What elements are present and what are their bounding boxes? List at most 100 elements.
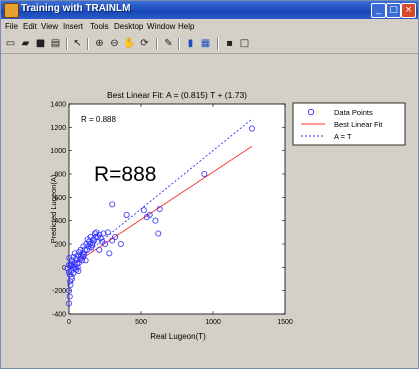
y-tick-label: -400 bbox=[52, 312, 66, 319]
data-point bbox=[68, 273, 75, 280]
data-point bbox=[201, 171, 208, 178]
data-point bbox=[156, 205, 163, 212]
legend-marker-data-points bbox=[307, 108, 315, 116]
minimize-button[interactable]: _ bbox=[371, 3, 386, 18]
menu-file[interactable]: File bbox=[5, 22, 18, 31]
data-point bbox=[93, 229, 100, 236]
y-tick-label: 1200 bbox=[50, 125, 66, 132]
menu-desktop[interactable]: Desktop bbox=[114, 22, 144, 31]
y-tick-label: 1000 bbox=[50, 148, 66, 155]
data-point bbox=[112, 233, 119, 240]
toolbar-separator bbox=[178, 38, 180, 50]
legend-label-best-fit: Best Linear Fit bbox=[334, 120, 383, 129]
data-point bbox=[64, 265, 71, 272]
hide-plot-tools-icon[interactable]: ▪ bbox=[226, 38, 233, 49]
colorbar-icon[interactable]: ▮ bbox=[187, 38, 194, 49]
data-point bbox=[76, 256, 83, 263]
x-tick-label: 1500 bbox=[277, 319, 293, 326]
data-point bbox=[70, 253, 77, 260]
save-icon[interactable]: ■ bbox=[35, 38, 46, 49]
figure-area: Best Linear Fit: A = (0.815) T + (1.73) … bbox=[7, 56, 412, 362]
x-tick-label: 0 bbox=[67, 319, 71, 326]
data-point bbox=[155, 230, 162, 237]
legend-icon[interactable]: ▦ bbox=[200, 38, 211, 49]
pan-icon[interactable]: ✋ bbox=[123, 38, 136, 49]
data-point bbox=[72, 264, 79, 271]
window-title: Training with TRAINLM bbox=[21, 3, 131, 14]
data-point bbox=[96, 246, 103, 253]
zoom-out-icon[interactable]: ⊖ bbox=[110, 38, 119, 49]
rotate-icon[interactable]: ⟳ bbox=[140, 38, 149, 49]
data-point bbox=[109, 201, 116, 208]
data-point bbox=[123, 211, 130, 218]
pointer-icon[interactable]: ↖ bbox=[73, 38, 82, 49]
y-ticks: -400 -200 0 200 400 600 800 1000 1200 1400 bbox=[50, 102, 285, 319]
data-point bbox=[67, 281, 74, 288]
data-point bbox=[66, 261, 73, 268]
data-point bbox=[91, 237, 98, 244]
plot-axes bbox=[68, 103, 286, 315]
data-point bbox=[86, 240, 93, 247]
legend-box bbox=[292, 102, 406, 146]
r-value-label: R = 0.888 bbox=[81, 115, 116, 124]
x-tick-label: 1000 bbox=[205, 319, 221, 326]
data-point bbox=[140, 207, 147, 214]
legend-label-data-points: Data Points bbox=[334, 108, 373, 117]
data-point bbox=[99, 238, 106, 245]
data-point bbox=[82, 257, 89, 264]
data-point bbox=[66, 300, 73, 307]
x-tick-label: 500 bbox=[135, 319, 147, 326]
x-ticks: 0 500 1000 1500 bbox=[67, 104, 293, 326]
toolbar-separator bbox=[87, 38, 89, 50]
y-tick-label: 400 bbox=[54, 218, 66, 225]
close-button[interactable]: × bbox=[401, 3, 416, 18]
regression-plot[interactable]: Best Linear Fit: A = (0.815) T + (1.73) … bbox=[7, 56, 412, 362]
title-bar: Training with TRAINLM _ □ × bbox=[1, 1, 418, 19]
menu-bar: File Edit View Insert Tools Desktop Wind… bbox=[1, 20, 418, 34]
data-points bbox=[64, 125, 255, 307]
data-point bbox=[109, 237, 116, 244]
new-file-icon[interactable]: ▭ bbox=[5, 38, 16, 49]
data-point bbox=[143, 214, 150, 221]
legend[interactable]: Data Points Best Linear Fit A = T bbox=[292, 102, 406, 146]
toolbar: ▭ ▰ ■ ▤ ↖ ⊕ ⊖ ✋ ⟳ ✎ ▮ ▦ ▪ □ bbox=[1, 35, 418, 54]
open-file-icon[interactable]: ▰ bbox=[21, 38, 30, 49]
y-tick-label: 600 bbox=[54, 195, 66, 202]
menu-view[interactable]: View bbox=[41, 22, 59, 31]
print-icon[interactable]: ▤ bbox=[50, 38, 61, 49]
data-point bbox=[66, 293, 73, 300]
data-point bbox=[79, 250, 86, 257]
data-point bbox=[81, 251, 88, 258]
data-point bbox=[75, 267, 82, 274]
maximize-button[interactable]: □ bbox=[386, 3, 401, 18]
menu-insert[interactable]: Insert bbox=[63, 22, 84, 31]
data-point bbox=[91, 230, 98, 237]
data-point bbox=[117, 240, 124, 247]
chart-title: Best Linear Fit: A = (0.815) T + (1.73) bbox=[107, 90, 247, 100]
menu-window[interactable]: Window bbox=[147, 22, 176, 31]
y-tick-label: 200 bbox=[54, 242, 66, 249]
show-plot-tools-icon[interactable]: □ bbox=[239, 38, 250, 49]
menu-edit[interactable]: Edit bbox=[23, 22, 37, 31]
matlab-app-icon bbox=[4, 3, 19, 18]
data-point bbox=[66, 287, 73, 294]
data-point bbox=[100, 230, 107, 237]
y-axis-label: Predicted Lugeon(A) bbox=[49, 174, 58, 243]
data-cursor-icon[interactable]: ✎ bbox=[164, 38, 173, 49]
y-tick-label: -200 bbox=[52, 288, 66, 295]
legend-label-identity: A = T bbox=[334, 132, 352, 141]
data-point bbox=[97, 235, 104, 242]
zoom-in-icon[interactable]: ⊕ bbox=[95, 38, 104, 49]
identity-line bbox=[68, 118, 253, 268]
y-tick-label: 1400 bbox=[50, 102, 66, 109]
data-point bbox=[248, 125, 255, 132]
menu-tools[interactable]: Tools bbox=[90, 22, 109, 31]
data-point bbox=[152, 217, 159, 224]
data-point bbox=[67, 260, 74, 267]
data-point bbox=[71, 250, 78, 257]
data-point bbox=[106, 250, 113, 257]
menu-help[interactable]: Help bbox=[178, 22, 195, 31]
y-tick-label: 800 bbox=[54, 172, 66, 179]
data-point bbox=[104, 229, 111, 236]
